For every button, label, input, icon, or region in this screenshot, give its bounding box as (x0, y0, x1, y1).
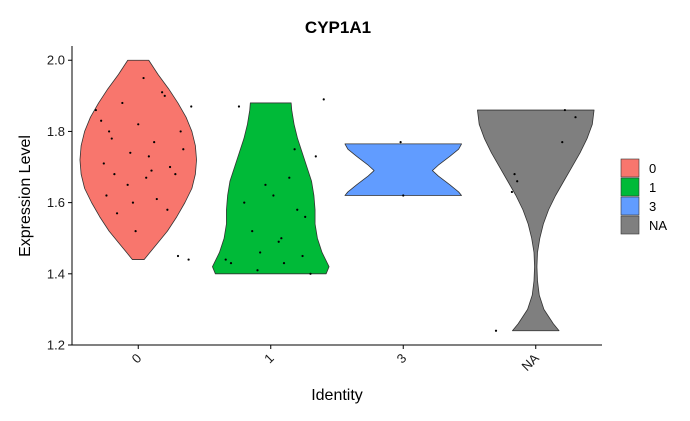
point-0-1 (176, 254, 180, 258)
point-1-12 (288, 176, 291, 179)
chart-title: CYP1A1 (305, 18, 371, 37)
point-1-6 (251, 230, 254, 233)
point-0-7 (100, 119, 103, 122)
point-na-0 (510, 190, 513, 194)
legend-key-1 (620, 177, 640, 197)
point-1-19 (224, 258, 227, 261)
point-1-8 (293, 148, 296, 151)
point-0-22 (179, 130, 182, 133)
y-tick-label: 1.8 (47, 124, 65, 139)
y-tick-label: 1.6 (47, 195, 65, 210)
legend-label-na: NA (649, 218, 667, 233)
point-0-23 (137, 123, 140, 126)
violin-layer (79, 59, 595, 332)
point-0-24 (102, 162, 105, 165)
point-1-4 (229, 262, 233, 265)
point-0-28 (150, 169, 153, 172)
legend-label-0: 0 (649, 161, 656, 176)
point-1-0 (309, 272, 312, 275)
point-na-3 (561, 141, 564, 144)
legend-label-1: 1 (649, 180, 656, 195)
point-1-2 (277, 240, 280, 243)
point-3-0 (399, 141, 402, 144)
violin-na (477, 109, 595, 332)
y-tick-label: 2.0 (47, 53, 65, 68)
point-1-16 (256, 269, 259, 272)
y-axis-label: Expression Level (17, 135, 34, 257)
x-tick-label: 0 (129, 351, 145, 367)
x-tick-label: NA (518, 350, 542, 374)
violin-0 (79, 59, 197, 260)
point-1-15 (304, 215, 307, 218)
point-1-3 (301, 254, 304, 258)
point-0-8 (142, 76, 145, 80)
point-0-3 (187, 258, 190, 261)
point-0-2 (105, 194, 108, 197)
point-1-13 (322, 98, 325, 101)
point-0-5 (129, 151, 132, 154)
point-0-4 (115, 212, 119, 215)
x-ticks: 0 1 3 NA (129, 345, 542, 374)
point-na-2 (513, 173, 516, 176)
point-0-9 (161, 91, 164, 94)
point-1-11 (264, 183, 267, 186)
point-0-20 (113, 173, 116, 176)
jitter-points-layer (94, 76, 577, 332)
point-0-27 (126, 183, 129, 186)
point-0-6 (168, 165, 172, 169)
point-0-25 (153, 141, 156, 144)
point-na-5 (574, 116, 577, 119)
violin-3 (344, 143, 462, 196)
legend: 0 1 3 NA (620, 158, 667, 235)
legend-key-na (620, 215, 640, 235)
x-tick-label: 3 (394, 351, 410, 367)
point-0-15 (190, 105, 193, 108)
legend-key-3 (620, 196, 640, 216)
y-ticks: 1.2 1.4 1.6 1.8 2.0 (47, 53, 72, 353)
point-1-18 (296, 208, 299, 211)
point-0-16 (121, 101, 124, 105)
point-3-1 (402, 194, 405, 197)
point-0-13 (155, 197, 158, 201)
point-1-5 (282, 262, 286, 265)
point-1-7 (314, 155, 317, 158)
y-tick-label: 1.2 (47, 338, 65, 353)
x-axis-label: Identity (311, 387, 363, 404)
point-0-12 (147, 155, 150, 158)
axes (71, 46, 602, 346)
point-1-9 (243, 201, 246, 204)
point-0-18 (131, 201, 135, 204)
point-1-1 (259, 251, 262, 254)
point-0-17 (182, 148, 185, 151)
point-0-14 (94, 108, 97, 112)
point-na-1 (516, 180, 519, 183)
point-0-0 (134, 230, 137, 233)
point-0-29 (108, 130, 111, 133)
point-0-19 (166, 208, 169, 211)
point-0-26 (163, 94, 166, 97)
violin-1 (212, 102, 330, 275)
legend-label-3: 3 (649, 199, 656, 214)
point-na-4 (563, 108, 567, 112)
point-1-14 (237, 105, 241, 108)
point-na-6 (494, 329, 498, 332)
point-0-10 (110, 137, 113, 140)
x-tick-label: 1 (261, 351, 277, 367)
y-tick-label: 1.4 (47, 266, 65, 281)
point-1-17 (280, 237, 283, 240)
point-0-21 (145, 176, 148, 179)
point-0-11 (174, 173, 177, 176)
legend-key-0 (620, 158, 640, 178)
point-1-10 (272, 194, 275, 197)
